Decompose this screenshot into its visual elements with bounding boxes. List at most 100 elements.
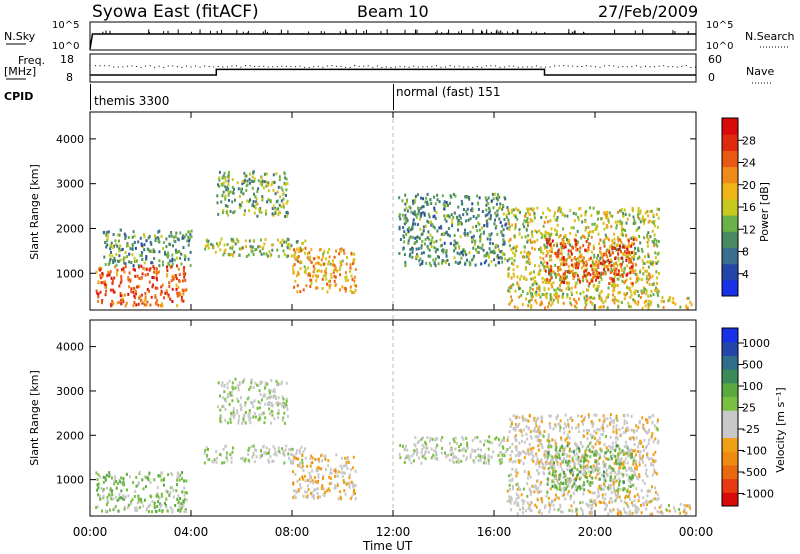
scatter-cell <box>277 449 280 453</box>
scatter-cell <box>404 193 407 197</box>
scatter-cell <box>309 474 312 478</box>
scatter-cell <box>284 215 287 218</box>
scatter-cell <box>263 242 266 246</box>
scatter-cell <box>231 394 234 398</box>
scatter-cell <box>556 461 559 465</box>
scatter-cell <box>437 262 440 266</box>
scatter-cell <box>611 251 614 255</box>
scatter-cell <box>553 293 556 297</box>
scatter-cell <box>96 505 99 509</box>
scatter-cell <box>101 275 104 278</box>
scatter-cell <box>613 237 616 241</box>
scatter-cell <box>304 456 307 460</box>
scatter-cell <box>552 427 555 431</box>
scatter-cell <box>545 254 548 258</box>
scatter-cell <box>608 457 611 461</box>
scatter-cell <box>638 226 641 230</box>
scatter-cell <box>567 281 570 285</box>
scatter-cell <box>479 237 482 241</box>
scatter-cell <box>282 202 285 206</box>
nave-point <box>235 65 237 67</box>
scatter-cell <box>597 254 600 257</box>
scatter-cell <box>405 221 408 224</box>
scatter-cell <box>304 447 307 451</box>
scatter-cell <box>543 506 546 509</box>
scatter-cell <box>352 455 355 459</box>
scatter-cell <box>315 279 318 283</box>
scatter-cell <box>594 436 596 440</box>
scatter-cell <box>531 283 534 287</box>
scatter-cell <box>483 261 486 265</box>
scatter-cell <box>574 244 577 248</box>
scatter-cell <box>608 211 611 215</box>
scatter-cell <box>514 227 517 231</box>
scatter-cell <box>405 455 408 459</box>
scatter-cell <box>582 264 585 268</box>
scatter-cell <box>220 237 223 241</box>
scatter-cell <box>527 207 530 211</box>
scatter-cell <box>292 458 295 462</box>
scatter-cell <box>509 453 512 457</box>
scatter-cell <box>611 500 614 504</box>
freq-panel-frame <box>89 53 697 83</box>
scatter-cell <box>472 234 475 238</box>
scatter-cell <box>649 235 652 239</box>
scatter-cell <box>137 240 140 244</box>
scatter-cell <box>131 235 134 239</box>
scatter-cell <box>625 293 627 297</box>
scatter-cell <box>131 245 134 249</box>
scatter-cell <box>581 220 584 224</box>
scatter-cell <box>548 268 551 272</box>
scatter-cell <box>462 248 465 252</box>
scatter-cell <box>621 449 624 453</box>
nave-point <box>595 66 596 68</box>
scatter-cell <box>118 233 121 237</box>
scatter-cell <box>497 256 500 260</box>
scatter-cell <box>566 275 568 279</box>
scatter-cell <box>628 437 631 441</box>
scatter-cell <box>176 497 179 501</box>
scatter-cell <box>250 246 253 250</box>
scatter-cell <box>570 226 573 230</box>
scatter-cell <box>328 489 331 493</box>
scatter-cell <box>603 252 605 256</box>
scatter-cell <box>144 291 147 295</box>
scatter-cell <box>630 415 633 418</box>
scatter-cell <box>223 171 226 175</box>
scatter-cell <box>415 449 418 453</box>
scatter-cell <box>494 245 497 249</box>
scatter-cell <box>176 304 179 308</box>
scatter-cell <box>520 430 523 434</box>
scatter-cell <box>247 453 250 456</box>
scatter-cell <box>403 235 405 239</box>
scatter-cell <box>546 456 549 459</box>
scatter-cell <box>433 206 436 210</box>
scatter-cell <box>287 238 290 242</box>
scatter-cell <box>559 275 562 279</box>
scatter-cell <box>172 277 175 281</box>
scatter-cell <box>651 420 654 424</box>
scatter-cell <box>604 251 607 255</box>
scatter-cell <box>292 254 295 258</box>
scatter-cell <box>268 460 271 464</box>
scatter-cell <box>409 228 412 232</box>
scatter-cell <box>605 435 607 438</box>
scatter-cell <box>584 306 587 310</box>
scatter-cell <box>159 502 161 506</box>
scatter-cell <box>544 462 547 466</box>
scatter-cell <box>554 469 557 473</box>
scatter-cell <box>510 422 513 426</box>
scatter-cell <box>547 207 549 211</box>
scatter-cell <box>100 281 103 285</box>
scatter-cell <box>622 228 625 231</box>
scatter-cell <box>557 269 560 273</box>
scatter-cell <box>458 222 461 226</box>
scatter-cell <box>549 426 552 430</box>
scatter-cell <box>568 481 571 485</box>
scatter-cell <box>654 251 657 255</box>
nave-tick-top: 60 <box>708 53 722 66</box>
scatter-cell <box>571 269 574 273</box>
scatter-cell <box>418 259 421 263</box>
scatter-cell <box>248 209 251 213</box>
scatter-cell <box>350 251 353 255</box>
